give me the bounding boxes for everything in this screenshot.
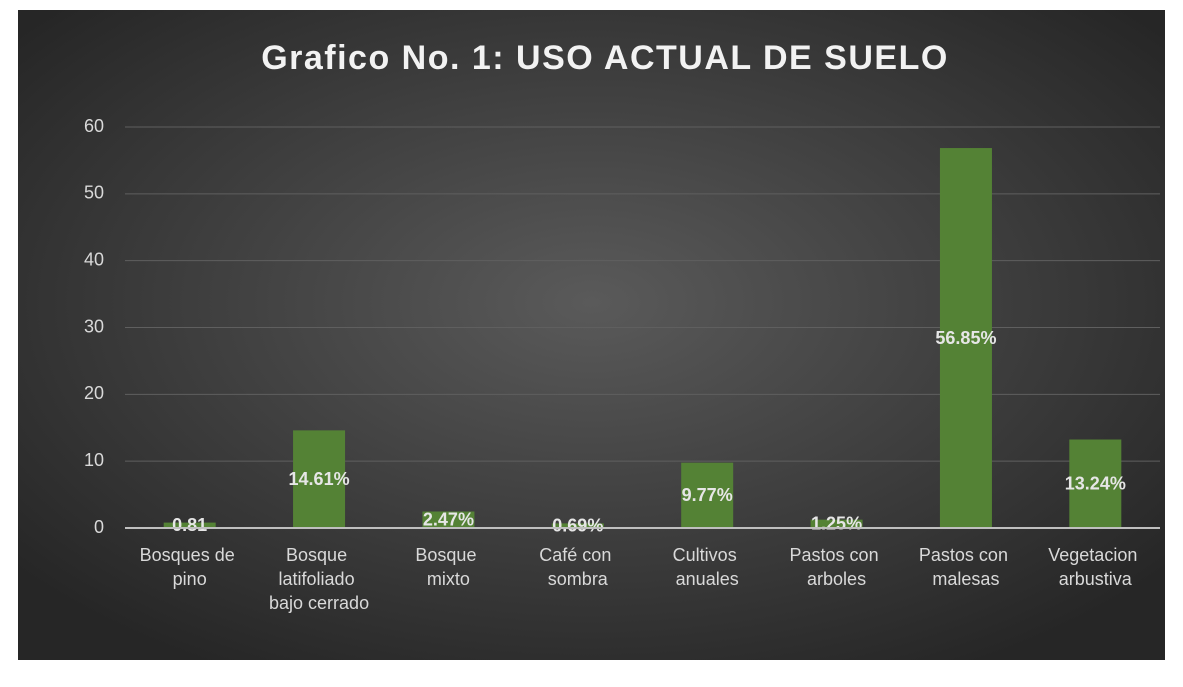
bar <box>163 522 216 528</box>
data-label: 0.69% <box>552 515 603 535</box>
y-tick-label: 30 <box>84 316 104 336</box>
bar <box>293 430 346 528</box>
x-tick-label: Cultivos anuales <box>673 545 742 589</box>
bar <box>422 511 475 528</box>
data-label: 56.85% <box>935 328 996 348</box>
bar <box>681 462 734 528</box>
y-tick-label: 40 <box>84 249 104 269</box>
x-tick-label: Bosque latifoliado bajo cerrado <box>269 545 369 613</box>
y-tick-label: 50 <box>84 183 104 203</box>
x-tick-label: Vegetacion arbustiva <box>1048 545 1142 589</box>
bar <box>939 148 992 529</box>
y-tick-label: 60 <box>84 116 104 136</box>
chart-title: Grafico No. 1: USO ACTUAL DE SUELO <box>261 39 949 77</box>
data-label: 2.47% <box>423 509 474 529</box>
data-label: 13.24% <box>1065 474 1126 494</box>
bar <box>1069 439 1122 528</box>
data-label: 0.81 <box>172 515 207 535</box>
data-label: 14.61% <box>289 469 350 489</box>
x-tick-label: Pastos con malesas <box>919 545 1013 589</box>
data-label: 1.25% <box>811 514 862 534</box>
y-tick-label: 20 <box>84 383 104 403</box>
bar <box>551 523 604 528</box>
x-tick-label: Bosques de pino <box>140 545 240 589</box>
y-tick-label: 10 <box>84 450 104 470</box>
y-tick-label: 0 <box>94 517 104 537</box>
data-label: 9.77% <box>682 485 733 505</box>
x-tick-label: Café con sombra <box>539 545 616 589</box>
x-tick-label: Pastos con arboles <box>790 545 884 589</box>
bar <box>810 519 863 528</box>
x-tick-label: Bosque mixto <box>415 545 481 589</box>
